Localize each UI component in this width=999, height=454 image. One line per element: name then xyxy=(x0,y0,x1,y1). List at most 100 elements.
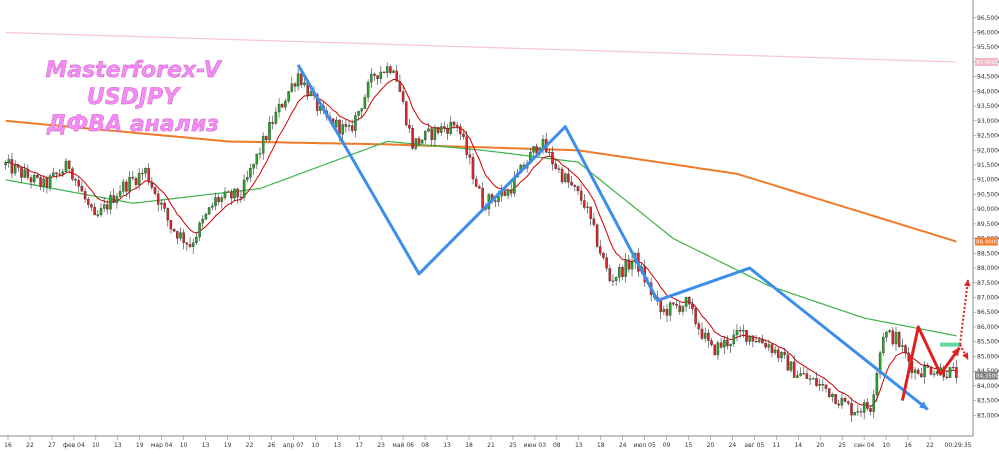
x-tick-label: 15 xyxy=(685,442,693,449)
candle-body xyxy=(55,172,58,175)
candle-body xyxy=(83,191,87,200)
candle-body xyxy=(252,163,255,169)
y-tick-label: 85,5000 xyxy=(977,339,999,346)
candle-body xyxy=(354,115,357,131)
candle-body xyxy=(948,367,952,378)
candle-body xyxy=(131,176,135,179)
x-tick-label: 10 xyxy=(882,442,890,449)
candle-body xyxy=(932,373,936,375)
candle-body xyxy=(786,354,790,371)
x-tick-label: 22 xyxy=(246,442,254,449)
candle-body xyxy=(901,345,904,347)
candle-body xyxy=(481,188,484,209)
candle-body xyxy=(675,303,678,306)
candle-body xyxy=(74,179,77,181)
candle-body xyxy=(58,173,61,175)
forecast-down-arrow-head xyxy=(962,352,969,360)
candle-body xyxy=(602,253,605,258)
candle-body xyxy=(147,168,150,183)
candle-body xyxy=(433,127,437,140)
candle-body xyxy=(598,246,602,254)
candle-body xyxy=(729,343,732,347)
candle-body xyxy=(446,127,449,134)
y-tick-label: 90,5000 xyxy=(977,191,999,198)
candle-body xyxy=(913,369,917,373)
candle-body xyxy=(112,195,115,203)
candle-body xyxy=(99,208,103,216)
forecast-up-arrow xyxy=(959,279,969,345)
candle-body xyxy=(557,168,561,170)
y-tick-label: 89,5000 xyxy=(977,221,999,228)
candle-body xyxy=(815,378,818,386)
candle-body xyxy=(716,342,720,356)
candle-body xyxy=(376,75,379,79)
candle-body xyxy=(366,82,370,98)
candle-body xyxy=(618,267,621,278)
candle-body xyxy=(627,259,631,270)
candle-body xyxy=(754,341,758,343)
y-tick-label: 93,0000 xyxy=(977,118,999,125)
price-axis: 96,5000 96,0000 95,5000 95,0000 94,5000 94,00… xyxy=(973,15,999,419)
candle-body xyxy=(945,376,949,378)
y-tick-label: 88,5000 xyxy=(977,250,999,257)
candle-body xyxy=(474,178,478,187)
price-tag-label: 88,9000 xyxy=(976,240,999,246)
chart-title: Masterforex-V USDJPY ДФВА анализ xyxy=(45,58,223,137)
candle-body xyxy=(777,349,780,359)
x-tick-label: 21 xyxy=(487,442,495,449)
candle-body xyxy=(494,200,497,202)
candle-body xyxy=(420,139,424,144)
x-tick-label: июл 05 xyxy=(633,442,656,449)
candle-body xyxy=(452,121,456,126)
candle-body xyxy=(827,388,831,398)
candle-body xyxy=(230,191,233,199)
price-tag xyxy=(975,237,998,246)
candle-body xyxy=(424,130,427,141)
candle-body xyxy=(347,125,351,127)
candle-body xyxy=(207,207,211,215)
candle-body xyxy=(87,199,90,205)
candle-body xyxy=(67,160,71,169)
candle-body xyxy=(439,126,443,133)
candle-body xyxy=(462,133,465,137)
candle-body xyxy=(42,178,45,187)
x-tick-label: 20 xyxy=(816,442,824,449)
candle-body xyxy=(195,236,198,243)
candle-body xyxy=(681,306,685,312)
candle-body xyxy=(805,373,809,379)
y-tick-label: 84,0000 xyxy=(977,383,999,390)
y-tick-label: 90,0000 xyxy=(977,206,999,213)
candle-body xyxy=(840,398,844,406)
candle-body xyxy=(745,329,748,342)
moving-average-line xyxy=(5,31,957,63)
candle-body xyxy=(179,232,182,239)
candle-body xyxy=(77,180,80,187)
x-tick-label: 23 xyxy=(377,442,385,449)
candle-body xyxy=(166,208,170,221)
candle-body xyxy=(172,228,176,232)
candle-body xyxy=(799,373,802,376)
candle-body xyxy=(926,365,930,368)
x-tick-label: 14 xyxy=(794,442,802,449)
candle-body xyxy=(955,367,958,378)
title-line-2: USDJPY xyxy=(87,85,181,110)
candle-body xyxy=(357,110,360,116)
candle-body xyxy=(121,181,125,192)
candle-body xyxy=(589,206,592,219)
x-tick-label: 19 xyxy=(136,442,144,449)
x-tick-label: 13 xyxy=(114,442,122,449)
price-tag xyxy=(975,371,998,380)
candle-body xyxy=(761,339,764,344)
candle-body xyxy=(284,100,287,108)
candle-body xyxy=(586,206,589,208)
time-axis: 16 22 27 фев 04 10 13 19 мар 04 10 13 19 22 26 апр 07… xyxy=(4,436,972,449)
candle-body xyxy=(818,384,821,386)
candle-body xyxy=(672,302,675,305)
candle-body xyxy=(258,153,262,155)
x-tick-label: 19 xyxy=(224,442,232,449)
y-tick-label: 83,0000 xyxy=(977,412,999,419)
candle-body xyxy=(611,280,615,282)
candle-body xyxy=(125,181,128,192)
y-tick-label: 92,0000 xyxy=(977,147,999,154)
